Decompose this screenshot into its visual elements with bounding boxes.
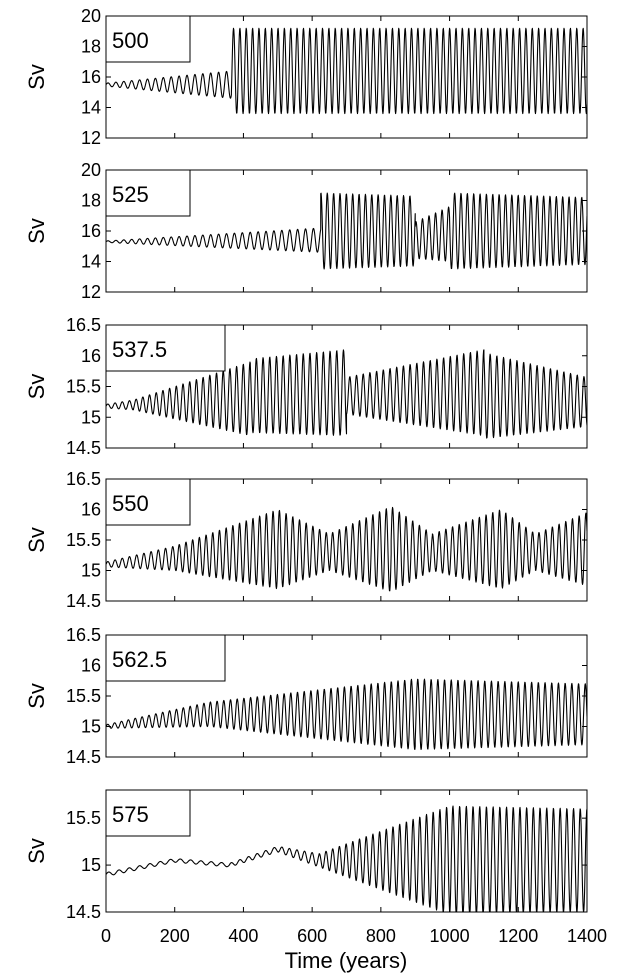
series-line-1 bbox=[106, 27, 587, 115]
y-tick-label: 20 bbox=[81, 160, 101, 180]
y-tick-label: 14.5 bbox=[66, 591, 101, 611]
x-tick-label: 0 bbox=[101, 926, 111, 946]
y-axis-label: Sv bbox=[24, 374, 49, 400]
y-tick-label: 12 bbox=[81, 282, 101, 302]
panel-tag-label: 550 bbox=[112, 491, 149, 516]
y-tick-label: 14 bbox=[81, 98, 101, 118]
x-tick-label: 800 bbox=[366, 926, 396, 946]
y-axis-label: Sv bbox=[24, 218, 49, 244]
y-axis-label: Sv bbox=[24, 64, 49, 90]
y-tick-label: 16 bbox=[81, 656, 101, 676]
y-tick-label: 16.5 bbox=[66, 469, 101, 489]
series-line-1 bbox=[106, 349, 587, 439]
x-tick-label: 1000 bbox=[430, 926, 470, 946]
x-axis: 0 200 400 600 800 1000 1200 1400 bbox=[101, 926, 607, 946]
panel-tag-label: 562.5 bbox=[112, 647, 167, 672]
panel-5: 14.5 15 15.5 16 16.5 Sv 562.5 bbox=[24, 625, 588, 767]
panel-tag-label: 500 bbox=[112, 28, 149, 53]
y-tick-label: 18 bbox=[81, 37, 101, 57]
y-tick-label: 18 bbox=[81, 191, 101, 211]
panel-4: 14.5 15 15.5 16 16.5 Sv 550 bbox=[24, 469, 588, 611]
panel-6: 14.5 15 15.5 Sv 575 bbox=[24, 789, 588, 922]
x-tick-label: 1200 bbox=[498, 926, 538, 946]
panel-tag-box bbox=[105, 478, 191, 526]
y-tick-label: 15 bbox=[81, 561, 101, 581]
y-tick-label: 20 bbox=[81, 6, 101, 26]
panel-tag-label: 537.5 bbox=[112, 337, 167, 362]
panel-tag-box bbox=[105, 634, 226, 682]
y-tick-label: 15.5 bbox=[66, 808, 101, 828]
x-tick-label: 600 bbox=[297, 926, 327, 946]
panel-3: 14.5 15 15.5 16 16.5 Sv 537.5 bbox=[24, 315, 588, 458]
y-tick-label: 16 bbox=[81, 500, 101, 520]
y-axis-label: Sv bbox=[24, 683, 49, 709]
x-tick-label: 400 bbox=[228, 926, 258, 946]
y-tick-label: 16 bbox=[81, 221, 101, 241]
panel-tag-label: 525 bbox=[112, 182, 149, 207]
series-line-1 bbox=[106, 678, 587, 751]
x-axis-label: Time (years) bbox=[285, 948, 408, 973]
plot-frame bbox=[105, 789, 588, 913]
y-tick-label: 15.5 bbox=[66, 686, 101, 706]
y-axis-label: Sv bbox=[24, 527, 49, 553]
y-tick-label: 15.5 bbox=[66, 377, 101, 397]
series-line-1 bbox=[106, 506, 587, 592]
y-tick-label: 16 bbox=[81, 67, 101, 87]
y-tick-label: 14.5 bbox=[66, 438, 101, 458]
y-tick-label: 15 bbox=[81, 855, 101, 875]
y-axis-label: Sv bbox=[24, 838, 49, 864]
y-tick-label: 15 bbox=[81, 717, 101, 737]
y-tick-label: 12 bbox=[81, 128, 101, 148]
series-line-1 bbox=[106, 805, 587, 912]
y-tick-label: 16 bbox=[81, 346, 101, 366]
panel-2: 12 14 16 18 20 Sv 525 bbox=[24, 160, 588, 302]
y-tick-label: 14.5 bbox=[66, 902, 101, 922]
panel-tag-box bbox=[105, 789, 191, 837]
y-tick-label: 14.5 bbox=[66, 747, 101, 767]
panel-1: 12 14 16 18 20 Sv 500 bbox=[24, 6, 588, 148]
y-tick-label: 14 bbox=[81, 252, 101, 272]
x-tick-label: 1400 bbox=[567, 926, 607, 946]
series-line-1 bbox=[106, 192, 587, 270]
panel-tag-box bbox=[105, 169, 191, 217]
panel-tag-label: 575 bbox=[112, 802, 149, 827]
y-tick-label: 15 bbox=[81, 407, 101, 427]
y-tick-label: 16.5 bbox=[66, 315, 101, 335]
y-tick-label: 15.5 bbox=[66, 530, 101, 550]
panels: 12 14 16 18 20 Sv 500 12 14 16 18 20 Sv 525 14.5 15 15.5… bbox=[24, 6, 588, 922]
panel-tag-box bbox=[105, 324, 226, 372]
panel-tag-box bbox=[105, 15, 191, 63]
x-tick-label: 200 bbox=[160, 926, 190, 946]
y-tick-label: 16.5 bbox=[66, 625, 101, 645]
